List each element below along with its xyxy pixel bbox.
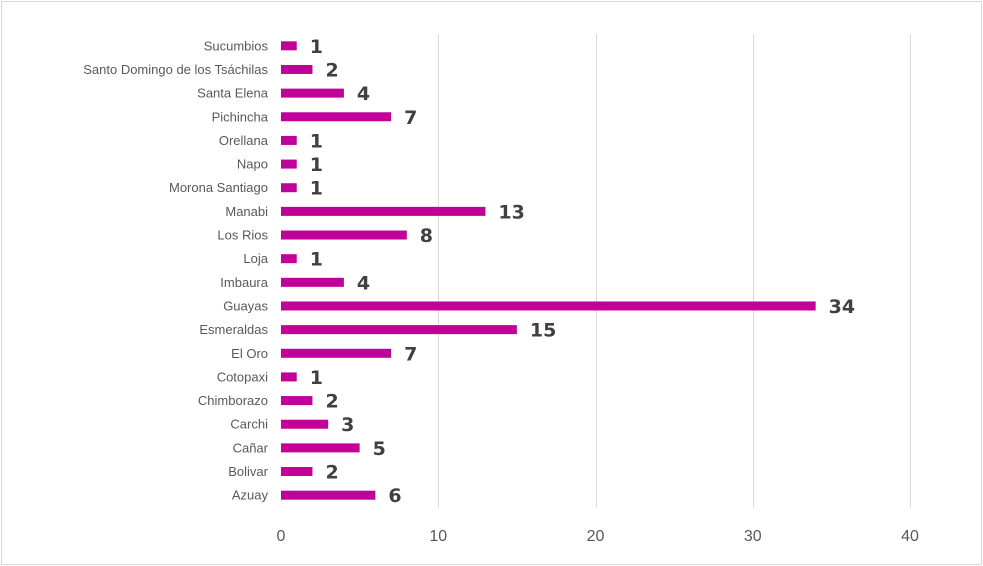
data-label: 5 <box>373 438 386 460</box>
x-tick-label: 40 <box>901 528 919 545</box>
bar <box>281 41 297 51</box>
category-label: Guayas <box>223 298 268 313</box>
data-label: 13 <box>498 201 524 223</box>
bar <box>281 254 297 264</box>
bar <box>281 301 816 311</box>
bars <box>281 41 816 500</box>
data-label: 8 <box>420 225 433 247</box>
bar <box>281 230 407 240</box>
category-label: Orellana <box>219 133 269 148</box>
data-label: 1 <box>310 130 323 152</box>
gridlines <box>438 34 911 507</box>
bar <box>281 325 517 335</box>
category-label: Imbaura <box>220 275 268 290</box>
category-label: Manabi <box>225 204 268 219</box>
x-tick-label: 30 <box>744 528 762 545</box>
data-label: 1 <box>310 36 323 58</box>
category-label: Cañar <box>233 440 269 455</box>
data-label: 2 <box>325 462 338 484</box>
bar <box>281 443 360 453</box>
bar <box>281 467 313 477</box>
category-label: Chimborazo <box>198 393 268 408</box>
data-label: 1 <box>310 249 323 271</box>
data-label: 6 <box>388 485 401 507</box>
bar <box>281 112 392 122</box>
data-label: 1 <box>310 178 323 200</box>
category-label: Carchi <box>230 417 268 432</box>
category-label: Santa Elena <box>197 86 269 101</box>
bar <box>281 88 344 98</box>
category-label: Pichincha <box>212 109 269 124</box>
data-label: 3 <box>341 414 354 436</box>
category-label: Loja <box>243 251 268 266</box>
category-label: Azuay <box>232 488 269 503</box>
x-tick-label: 10 <box>429 528 447 545</box>
bar <box>281 419 329 429</box>
data-label: 7 <box>404 343 417 365</box>
data-label: 1 <box>310 154 323 176</box>
bar <box>281 490 376 500</box>
data-label: 15 <box>530 320 556 342</box>
category-label: Esmeraldas <box>199 322 268 337</box>
category-label: Santo Domingo de los Tsáchilas <box>83 62 268 77</box>
data-label: 34 <box>829 296 855 318</box>
category-label: Los Rios <box>217 228 268 243</box>
bar <box>281 183 297 193</box>
category-label: Bolivar <box>228 464 268 479</box>
bar <box>281 159 297 169</box>
x-tick-label: 20 <box>587 528 605 545</box>
bar <box>281 206 486 216</box>
category-label: Napo <box>237 157 268 172</box>
x-tick-label: 0 <box>277 528 286 545</box>
bar <box>281 135 297 145</box>
data-label: 4 <box>357 83 370 105</box>
bar <box>281 348 392 358</box>
x-axis-tick-labels: 0 10 20 30 40 <box>277 528 919 545</box>
category-label: El Oro <box>231 346 268 361</box>
category-label: Morona Santiago <box>169 180 268 195</box>
bar <box>281 277 344 287</box>
data-label: 2 <box>325 59 338 81</box>
category-label: Sucumbios <box>204 38 269 53</box>
data-label: 4 <box>357 272 370 294</box>
data-label: 2 <box>325 391 338 413</box>
bar <box>281 372 297 382</box>
category-label: Cotopaxi <box>217 369 268 384</box>
bar <box>281 64 313 74</box>
category-labels: Azuay Bolivar Cañar Carchi Chimborazo Cotopax… <box>83 38 269 502</box>
data-label: 1 <box>310 367 323 389</box>
data-label: 7 <box>404 107 417 129</box>
bar <box>281 396 313 406</box>
